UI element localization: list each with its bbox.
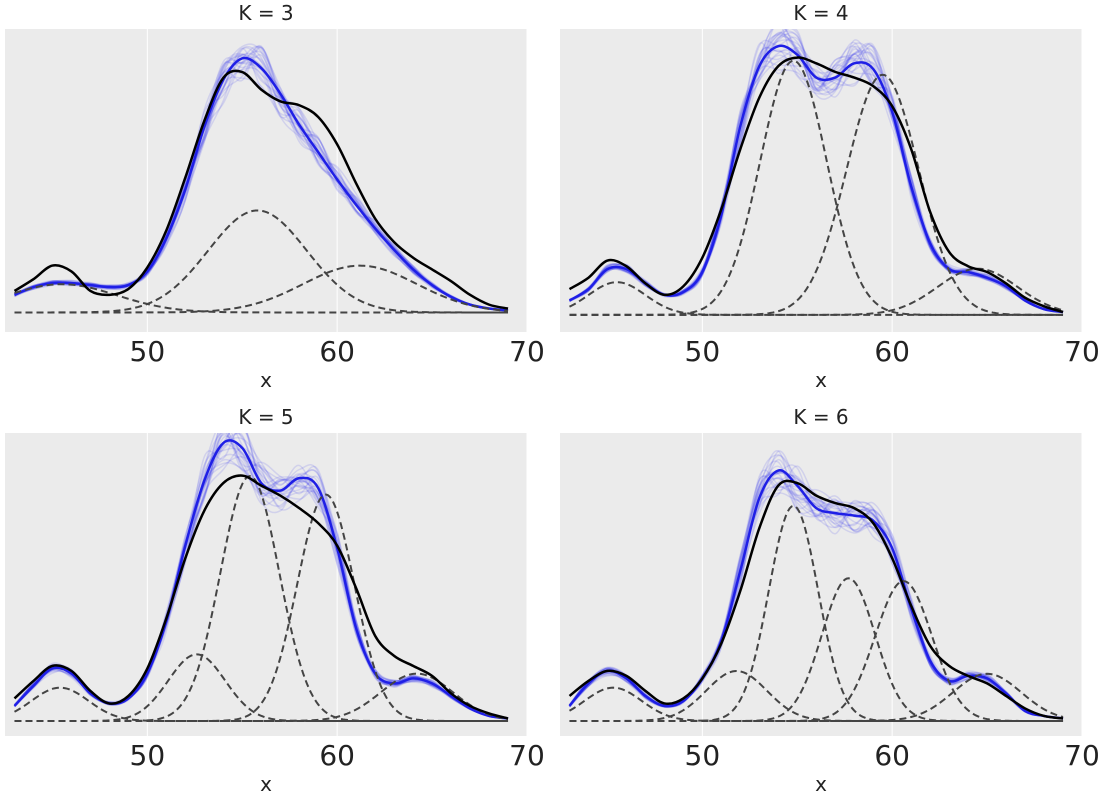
x-tick-label: 50 [685, 335, 721, 368]
panel-title: K = 5 [238, 405, 293, 429]
x-tick-label: 50 [130, 739, 166, 772]
panel-k4: K = 4 50 60 70 x [560, 1, 1100, 392]
x-tick-label: 60 [874, 739, 910, 772]
component-line-1 [14, 283, 509, 314]
x-tick-label: 70 [509, 739, 545, 772]
x-axis-label: x [815, 772, 827, 796]
x-axis-label: x [260, 368, 272, 392]
posterior-mean-line [568, 469, 1064, 720]
data-kde-line [13, 474, 509, 720]
plot-area [560, 433, 1082, 736]
x-tick-label: 70 [509, 335, 545, 368]
x-tick-label: 60 [319, 335, 355, 368]
panel-title: K = 3 [238, 1, 293, 25]
x-tick-label: 60 [319, 739, 355, 772]
component-line-1 [568, 686, 1064, 722]
component-line-1 [569, 281, 1064, 316]
posterior-sample-line [14, 50, 509, 312]
x-tick-label: 70 [1064, 335, 1100, 368]
posterior-sample-line [569, 29, 1064, 313]
panel-title: K = 4 [793, 1, 848, 25]
panel-k5: K = 5 50 60 70 x [5, 405, 545, 796]
posterior-sample-line [569, 46, 1064, 313]
data-kde-line [13, 69, 509, 310]
component-line-6 [569, 672, 1064, 722]
plot-area [5, 433, 527, 736]
component-line-1 [14, 686, 509, 722]
x-tick-label: 50 [685, 739, 721, 772]
plot-lines [568, 29, 1064, 316]
component-line-5 [14, 672, 509, 722]
posterior-mean-line [14, 56, 509, 312]
panel-title: K = 6 [793, 405, 848, 429]
posterior-sample-line [14, 53, 509, 312]
x-axis-label: x [260, 772, 272, 796]
panel-k6: K = 6 50 60 70 x [560, 405, 1100, 796]
x-tick-label: 60 [874, 335, 910, 368]
plot-lines [13, 433, 509, 722]
posterior-mean-line [13, 439, 509, 720]
data-kde-line [568, 479, 1064, 720]
plot-lines [568, 450, 1064, 722]
x-tick-label: 70 [1064, 739, 1100, 772]
data-kde-line [568, 56, 1064, 314]
x-axis-label: x [815, 368, 827, 392]
posterior-sample-line [568, 471, 1064, 720]
panel-k3: K = 3 50 60 70 x [5, 1, 545, 392]
plot-area [5, 29, 527, 332]
plot-lines [13, 43, 509, 314]
x-tick-label: 50 [130, 335, 166, 368]
component-line-3 [14, 264, 509, 314]
